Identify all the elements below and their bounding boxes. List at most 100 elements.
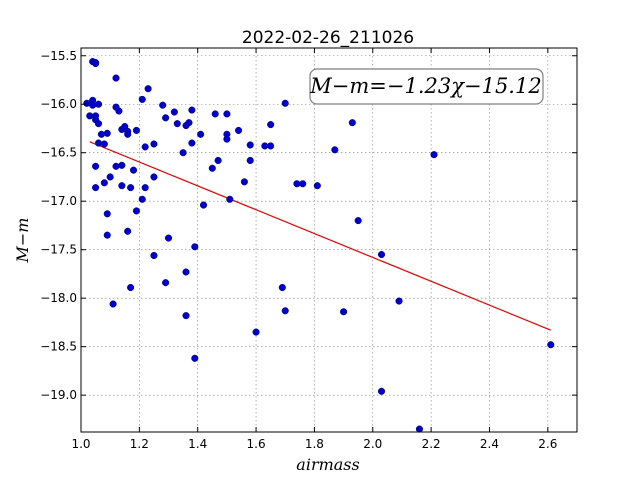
data-point [92, 59, 100, 68]
x-tick-label: 1.8 [305, 437, 324, 451]
data-point [129, 166, 138, 174]
data-point [240, 178, 248, 186]
data-point [182, 312, 190, 320]
data-point [150, 173, 158, 181]
data-point [246, 141, 254, 149]
data-point [252, 328, 260, 336]
data-point [179, 149, 187, 157]
data-point [293, 180, 301, 188]
data-point [226, 195, 234, 203]
data-point [191, 243, 199, 251]
x-tick-label: 2.4 [480, 437, 499, 451]
data-point [141, 143, 149, 151]
data-point [150, 251, 158, 260]
data-point [109, 300, 117, 308]
data-point [92, 184, 100, 192]
data-point [182, 268, 190, 276]
data-point [94, 100, 103, 108]
data-point [97, 130, 105, 138]
data-point [124, 130, 132, 138]
fit-annotation-box: M−m=−1.23χ−15.12 [309, 68, 544, 105]
data-point [141, 184, 149, 192]
data-point [354, 217, 362, 225]
axis-ticks: 1.0 1.2 1.4 1.6 1.8 2.0 2.2 2.4 2.6 −15.5 −16.0 −16… [40, 48, 577, 451]
data-point [331, 146, 339, 154]
data-point [208, 164, 216, 172]
data-point [348, 119, 356, 127]
y-tick-label: −17.5 [40, 243, 77, 257]
y-tick-label: −15.5 [40, 49, 77, 63]
data-point [103, 129, 111, 137]
data-point [92, 162, 100, 170]
annotation-box [309, 68, 544, 105]
data-point [103, 210, 111, 218]
data-point [278, 283, 286, 292]
data-point [235, 126, 243, 134]
fit-line [89, 141, 551, 331]
data-point [94, 139, 103, 147]
y-tick-label: −19.0 [40, 388, 77, 402]
data-point [127, 184, 135, 192]
data-point [415, 425, 423, 433]
data-point [214, 156, 222, 165]
data-points [83, 58, 555, 433]
data-point [191, 354, 199, 362]
x-tick-label: 1.0 [71, 437, 90, 451]
data-point [132, 207, 140, 215]
x-tick-label: 2.6 [538, 437, 557, 451]
data-point [100, 179, 108, 187]
data-point [118, 182, 126, 190]
x-tick-label: 2.0 [363, 437, 382, 451]
data-point [170, 108, 178, 116]
chart-title: 2022-02-26_211026 [242, 28, 414, 48]
data-point [150, 140, 158, 148]
data-point [223, 110, 231, 118]
data-point [138, 95, 146, 103]
data-point [164, 234, 173, 242]
x-tick-label: 1.2 [130, 437, 149, 451]
data-point [211, 110, 219, 118]
data-point [112, 74, 120, 82]
data-point [377, 387, 386, 395]
data-point [94, 120, 103, 128]
data-point [188, 139, 196, 147]
x-tick-label: 2.2 [422, 437, 441, 451]
data-point [182, 122, 190, 130]
data-point [377, 250, 386, 259]
data-point [89, 101, 97, 109]
data-point [100, 140, 108, 148]
x-tick-label: 1.4 [188, 437, 207, 451]
x-tick-label: 1.6 [247, 437, 266, 451]
data-point [281, 307, 289, 315]
data-point [547, 341, 555, 349]
y-tick-label: −18.5 [40, 340, 77, 354]
fit-line-layer [89, 141, 551, 331]
data-point [103, 231, 111, 239]
data-point [118, 161, 126, 169]
data-point [395, 297, 403, 305]
y-tick-label: −17.0 [40, 194, 77, 208]
y-tick-label: −16.0 [40, 97, 77, 111]
grid-lines [81, 48, 577, 432]
data-point [162, 279, 170, 287]
data-point [340, 308, 348, 316]
data-point [112, 162, 120, 170]
data-point [197, 130, 205, 138]
data-point [173, 120, 181, 128]
plot-frame [80, 47, 578, 433]
data-point [127, 283, 135, 292]
data-point [115, 107, 123, 115]
data-point [132, 126, 140, 134]
data-point [106, 173, 114, 181]
data-point [223, 135, 231, 143]
data-point [188, 106, 196, 114]
data-point [144, 85, 152, 93]
data-point [159, 101, 167, 109]
y-axis-label: M−m [13, 218, 32, 264]
data-point [162, 114, 170, 122]
y-tick-label: −16.5 [40, 146, 77, 160]
data-point [267, 121, 275, 129]
data-point [267, 142, 275, 150]
data-point [199, 201, 208, 209]
